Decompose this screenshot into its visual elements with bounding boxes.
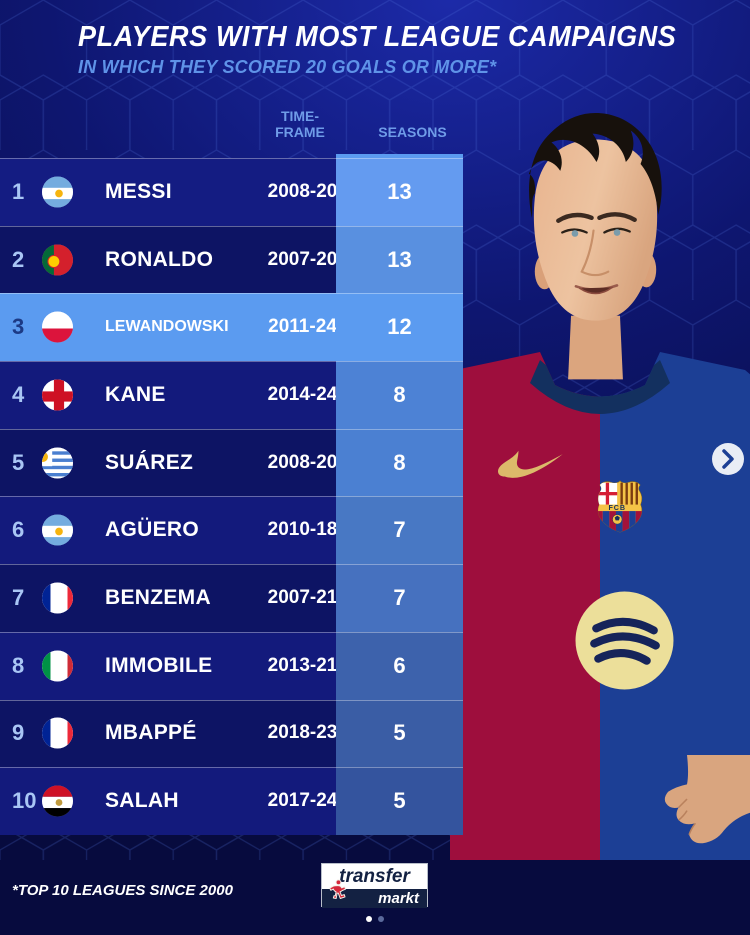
- svg-text:FCB: FCB: [609, 504, 626, 512]
